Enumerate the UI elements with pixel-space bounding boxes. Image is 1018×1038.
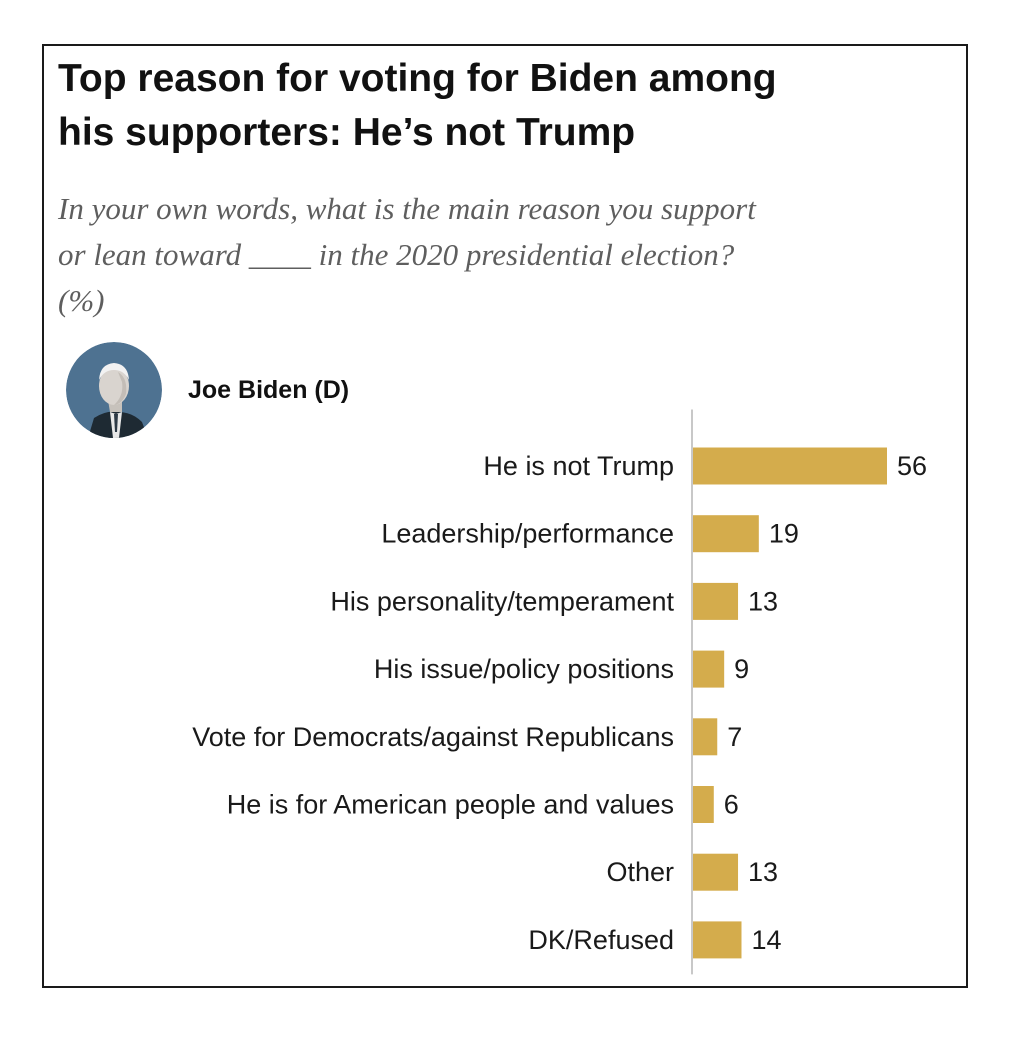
bar (693, 447, 887, 485)
candidate-portrait-icon (66, 342, 162, 438)
chart-subtitle-line-3: (%) (58, 283, 105, 318)
candidate-header: Joe Biden (D) (66, 342, 349, 438)
bar-value-label: 14 (752, 925, 782, 955)
bar (693, 921, 742, 959)
chart-title: Top reason for voting for Biden among hi… (58, 52, 948, 160)
bar-value-label: 19 (769, 519, 799, 549)
category-label: Leadership/performance (381, 519, 674, 549)
category-label: He is not Trump (483, 451, 674, 481)
bar (693, 786, 714, 823)
chart-subtitle-line-1: In your own words, what is the main reas… (58, 191, 756, 226)
chart-subtitle: In your own words, what is the main reas… (58, 186, 958, 324)
bar-value-label: 13 (748, 857, 778, 887)
chart-title-line-2: his supporters: He’s not Trump (58, 111, 636, 154)
category-label: He is for American people and values (227, 790, 674, 820)
category-label: His issue/policy positions (374, 654, 674, 684)
bar (693, 582, 739, 620)
bar (693, 853, 739, 891)
bar-value-label: 7 (727, 722, 742, 752)
bar (693, 718, 718, 756)
category-label: Vote for Democrats/against Republicans (192, 722, 674, 752)
chart-frame: Top reason for voting for Biden among hi… (42, 44, 968, 988)
bar-value-label: 9 (734, 654, 749, 684)
category-label: Other (606, 857, 674, 887)
bar (693, 515, 759, 553)
bar-value-label: 6 (724, 790, 739, 820)
bar-value-label: 56 (897, 451, 927, 481)
candidate-name: Joe Biden (D) (188, 375, 350, 404)
chart-subtitle-line-2: or lean toward ____ in the 2020 presiden… (58, 237, 735, 272)
chart-title-line-1: Top reason for voting for Biden among (58, 57, 777, 100)
category-label: DK/Refused (528, 925, 674, 955)
category-label: His personality/temperament (330, 586, 674, 616)
bar-value-label: 13 (748, 586, 778, 616)
bar (693, 650, 725, 688)
